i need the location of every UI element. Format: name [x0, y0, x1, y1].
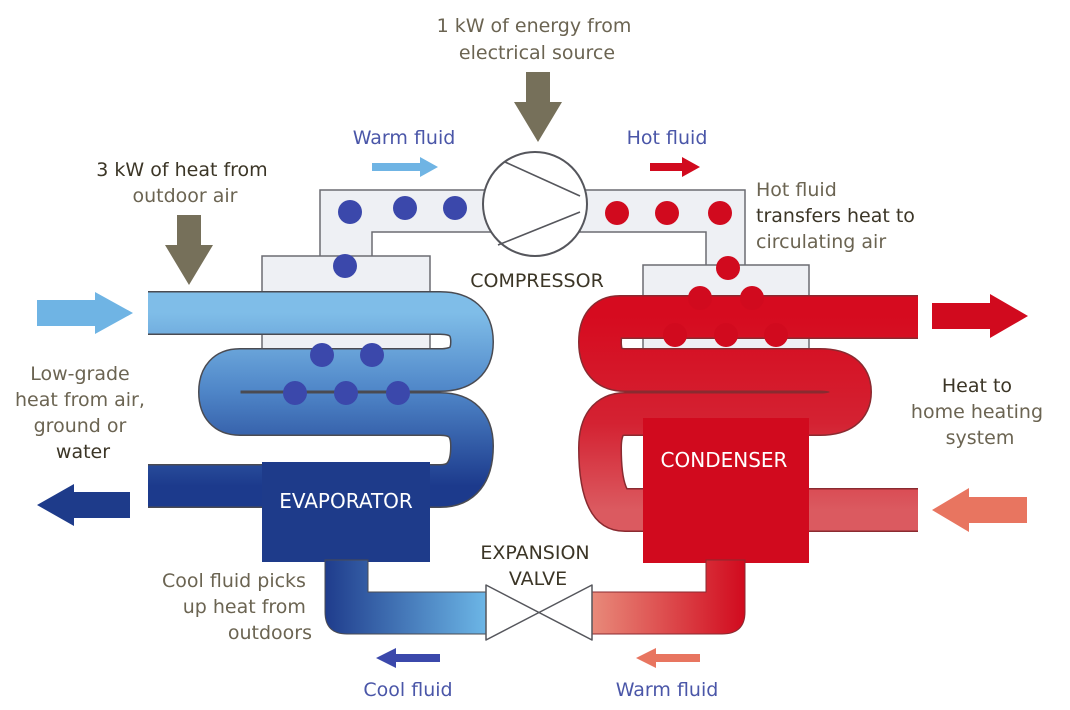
return-in-arrow-icon	[932, 488, 1027, 532]
warm-fluid-return-arrow-icon	[636, 648, 700, 668]
air-in-arrow-icon	[37, 292, 133, 334]
evaporator-dots	[283, 343, 410, 405]
evaporator-box	[262, 462, 430, 562]
outdoor-heat-label: 3 kW of heat from outdoor air	[96, 159, 273, 207]
evaporator-coil	[148, 291, 495, 508]
warm-fluid-dots	[333, 196, 467, 278]
warm-fluid-bottom-label: Warm fluid	[616, 679, 719, 701]
heat-to-home-label: Heat to home heating system	[911, 375, 1049, 449]
energy-down-arrow-icon	[514, 72, 562, 142]
cool-fluid-flow-arrow-icon	[376, 648, 440, 668]
outdoor-heat-down-arrow-icon	[165, 215, 213, 285]
cool-fluid-pipe	[324, 559, 487, 635]
air-out-arrow-icon	[37, 484, 130, 526]
condenser-coil	[577, 295, 918, 532]
energy-source-label: 1 kW of energy from electrical source	[437, 15, 638, 64]
condenser-box	[643, 418, 809, 563]
warm-fluid-flow-arrow-icon	[372, 157, 438, 177]
heat-out-arrow-icon	[932, 294, 1028, 338]
hot-fluid-top-label: Hot fluid	[627, 127, 708, 149]
hot-fluid-dots	[605, 201, 788, 347]
hot-fluid-transfers-label: Hot fluid transfers heat to circulating …	[756, 179, 921, 253]
expansion-valve-icon	[485, 584, 593, 641]
hot-fluid-flow-arrow-icon	[650, 157, 700, 177]
expansion-valve-label: EXPANSION VALVE	[480, 542, 595, 590]
compressor-icon	[482, 151, 588, 257]
compressor-label: COMPRESSOR	[470, 270, 604, 292]
condenser-label: CONDENSER	[661, 448, 788, 472]
low-grade-heat-label: Low-grade heat from air, ground or water	[15, 363, 151, 463]
warm-fluid-pipe	[591, 559, 746, 635]
warm-fluid-top-label: Warm fluid	[353, 127, 456, 149]
cool-fluid-picks-label: Cool fluid picks up heat from outdoors	[162, 570, 312, 644]
evaporator-label: EVAPORATOR	[279, 489, 413, 513]
cool-fluid-bottom-label: Cool fluid	[363, 679, 452, 701]
